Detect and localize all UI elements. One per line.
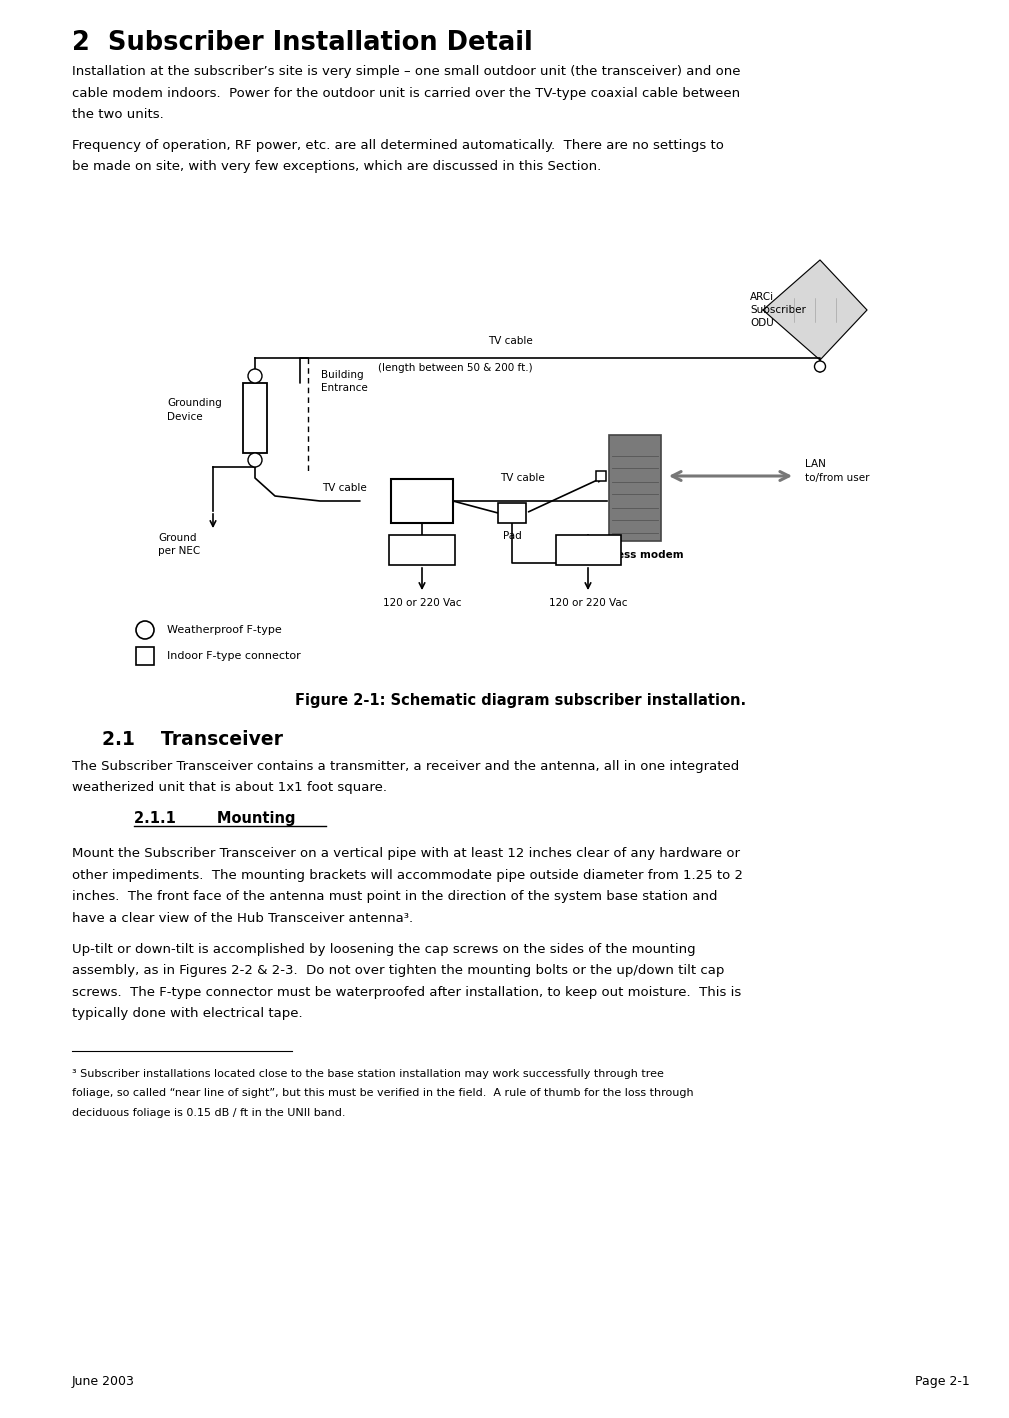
FancyBboxPatch shape xyxy=(243,383,267,452)
Text: Installation at the subscriber’s site is very simple – one small outdoor unit (t: Installation at the subscriber’s site is… xyxy=(72,65,741,78)
Text: Ground
per NEC: Ground per NEC xyxy=(158,533,200,556)
Polygon shape xyxy=(763,259,867,360)
Text: TV cable: TV cable xyxy=(322,484,366,493)
Text: June 2003: June 2003 xyxy=(72,1375,135,1388)
Circle shape xyxy=(248,369,262,383)
Text: foliage, so called “near line of sight”, but this must be verified in the field.: foliage, so called “near line of sight”,… xyxy=(72,1089,693,1099)
Text: 120 or 220 Vac: 120 or 220 Vac xyxy=(382,598,461,608)
FancyBboxPatch shape xyxy=(391,479,453,523)
Text: 2.1    Transceiver: 2.1 Transceiver xyxy=(102,730,283,749)
Text: assembly, as in Figures 2-2 & 2-3.  Do not over tighten the mounting bolts or th: assembly, as in Figures 2-2 & 2-3. Do no… xyxy=(72,964,724,977)
FancyBboxPatch shape xyxy=(556,535,621,564)
Text: inches.  The front face of the antenna must point in the direction of the system: inches. The front face of the antenna mu… xyxy=(72,891,717,903)
Text: screws.  The F-type connector must be waterproofed after installation, to keep o: screws. The F-type connector must be wat… xyxy=(72,986,742,1000)
Text: TV cable: TV cable xyxy=(487,336,533,346)
Text: (length between 50 & 200 ft.): (length between 50 & 200 ft.) xyxy=(377,363,533,373)
Circle shape xyxy=(136,621,154,640)
FancyBboxPatch shape xyxy=(609,435,661,540)
Text: DC
Inserter: DC Inserter xyxy=(400,488,444,510)
Circle shape xyxy=(248,452,262,467)
Text: 2.1.1        Mounting: 2.1.1 Mounting xyxy=(134,811,296,827)
Text: Grounding
Device: Grounding Device xyxy=(167,398,222,421)
Text: Mount the Subscriber Transceiver on a vertical pipe with at least 12 inches clea: Mount the Subscriber Transceiver on a ve… xyxy=(72,847,740,859)
Text: Figure 2-1: Schematic diagram subscriber installation.: Figure 2-1: Schematic diagram subscriber… xyxy=(296,693,747,708)
Text: Up-tilt or down-tilt is accomplished by loosening the cap screws on the sides of: Up-tilt or down-tilt is accomplished by … xyxy=(72,943,695,956)
Text: Building
Entrance: Building Entrance xyxy=(321,370,367,393)
Text: P/Supply: P/Supply xyxy=(401,545,444,554)
FancyBboxPatch shape xyxy=(596,471,606,481)
Text: the two units.: the two units. xyxy=(72,108,163,121)
Text: other impediments.  The mounting brackets will accommodate pipe outside diameter: other impediments. The mounting brackets… xyxy=(72,868,743,882)
FancyBboxPatch shape xyxy=(136,647,154,665)
Text: Pad: Pad xyxy=(502,530,522,542)
FancyBboxPatch shape xyxy=(389,535,454,564)
Text: deciduous foliage is 0.15 dB / ft in the UNII band.: deciduous foliage is 0.15 dB / ft in the… xyxy=(72,1107,345,1117)
Text: TV cable: TV cable xyxy=(500,474,545,484)
Text: LAN
to/from user: LAN to/from user xyxy=(805,459,870,482)
Text: have a clear view of the Hub Transceiver antenna³.: have a clear view of the Hub Transceiver… xyxy=(72,912,413,925)
Text: The Subscriber Transceiver contains a transmitter, a receiver and the antenna, a: The Subscriber Transceiver contains a tr… xyxy=(72,760,740,773)
Text: cable modem indoors.  Power for the outdoor unit is carried over the TV-type coa: cable modem indoors. Power for the outdo… xyxy=(72,86,741,99)
Text: typically done with electrical tape.: typically done with electrical tape. xyxy=(72,1008,303,1021)
Text: weatherized unit that is about 1x1 foot square.: weatherized unit that is about 1x1 foot … xyxy=(72,781,387,794)
Text: Frequency of operation, RF power, etc. are all determined automatically.  There : Frequency of operation, RF power, etc. a… xyxy=(72,139,723,152)
Text: be made on site, with very few exceptions, which are discussed in this Section.: be made on site, with very few exception… xyxy=(72,160,601,173)
FancyBboxPatch shape xyxy=(498,503,526,523)
Text: P/Supply: P/Supply xyxy=(566,545,609,554)
Text: 120 or 220 Vac: 120 or 220 Vac xyxy=(549,598,628,608)
Text: 2  Subscriber Installation Detail: 2 Subscriber Installation Detail xyxy=(72,30,533,55)
Text: Weatherproof F-type: Weatherproof F-type xyxy=(167,625,282,635)
Text: Page 2-1: Page 2-1 xyxy=(915,1375,970,1388)
Text: ³ Subscriber installations located close to the base station installation may wo: ³ Subscriber installations located close… xyxy=(72,1069,664,1079)
Text: ARCi
Subscriber
ODU: ARCi Subscriber ODU xyxy=(750,292,806,329)
Text: Indoor F-type connector: Indoor F-type connector xyxy=(167,651,301,661)
Text: Wireless modem: Wireless modem xyxy=(586,550,684,560)
Circle shape xyxy=(814,362,825,372)
